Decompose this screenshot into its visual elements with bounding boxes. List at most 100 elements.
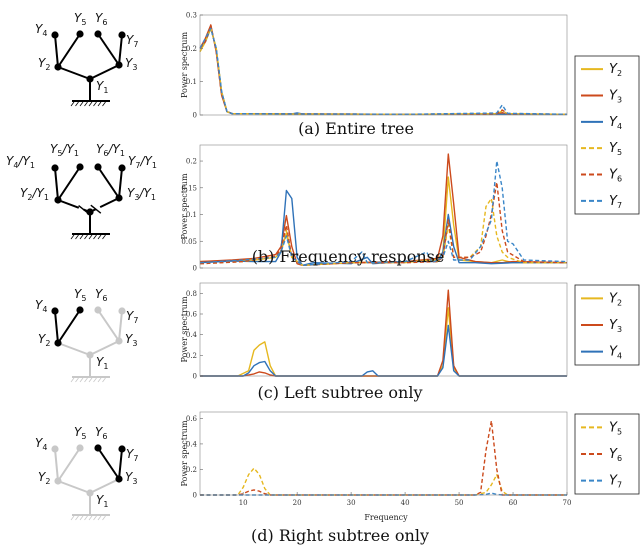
node-label-y4: Y4: [35, 298, 47, 314]
y-tick-label: 0.4: [186, 440, 198, 448]
plot-3: 0 0.2 0.4 0.6 10 20 30 40 50 60 70 Power spectrum: [180, 411, 571, 507]
series-line-y4-1: [199, 189, 567, 266]
y-tick-label: 0.1: [186, 211, 197, 219]
tree-node-y5: [76, 30, 84, 38]
tree-edge: [57, 66, 91, 80]
node-label-y3: Y3: [125, 332, 137, 348]
tree-edge: [118, 34, 123, 66]
x-tick-label: 60: [509, 499, 518, 507]
tree-edge: [57, 480, 91, 494]
tree-node-y3: [115, 61, 123, 69]
tree-2: Y1 Y2 Y3 Y4 Y5 Y6 Y7: [35, 287, 138, 383]
ground-hatch: [102, 101, 106, 107]
node-label-y7: Y7: [126, 447, 138, 463]
legend-label-y3: Y3: [609, 318, 622, 334]
y-axis-label: Power spectrum: [180, 420, 189, 486]
tree-node-y1: [86, 489, 94, 497]
plot-1: 0 0.05 0.1 0.15 0.2 Power spectrum: [180, 144, 568, 273]
legend-label-y6: Y6: [609, 447, 622, 463]
node-label-y7: Y7: [126, 33, 138, 49]
series-line-y6-0: [199, 24, 568, 115]
legends: Y2 Y3 Y4 Y5 Y6 Y7 Y2 Y3 Y4 Y5 Y6 Y7: [574, 55, 640, 495]
node-label-y3: Y3: [125, 56, 137, 72]
node-label-y2: Y2: [38, 56, 50, 72]
y-tick-label: 0.2: [186, 352, 197, 360]
legend-label-y6: Y6: [609, 168, 622, 184]
tree-node-y4: [51, 164, 59, 172]
tree-node-y3: [115, 337, 123, 345]
node-label-y5: Y5/Y1: [50, 142, 79, 158]
tree-edge: [57, 199, 80, 209]
x-tick-label: 40: [401, 499, 410, 507]
ground-hatch: [75, 515, 79, 521]
y-axis-label: Power spectrum: [180, 296, 189, 362]
node-label-y4: Y4: [35, 22, 47, 38]
tree-node-y7: [118, 445, 126, 453]
tree-node-y6: [94, 444, 102, 452]
legend-box: [574, 55, 640, 215]
y-tick-label: 0.8: [186, 290, 197, 298]
node-label-y6: Y6: [95, 287, 107, 303]
tree-node-y1: [86, 75, 94, 83]
series-line-y7-1: [199, 160, 568, 266]
series-line-y6-3: [200, 420, 567, 496]
tree-edge: [54, 34, 59, 68]
tree-node-y5: [76, 163, 84, 171]
tree-node-y7: [118, 31, 126, 39]
x-axis-label: Frequency: [364, 513, 408, 522]
ground-hatch: [88, 101, 93, 107]
ground-hatch: [84, 101, 88, 107]
ground-hatch: [79, 234, 84, 240]
tree-edge: [57, 33, 81, 68]
ground-hatch: [79, 515, 84, 521]
ground-hatch: [93, 234, 97, 240]
ground-hatch: [79, 101, 84, 107]
ground-hatch: [75, 377, 79, 383]
tree-node-y3: [115, 475, 123, 483]
tree-node-y2: [54, 339, 62, 347]
y-tick-label: 0.05: [181, 238, 197, 246]
legend-label-y3: Y3: [609, 89, 622, 105]
tree-node-y4: [51, 445, 59, 453]
ground-hatch: [88, 377, 93, 383]
y-tick-label: 0: [193, 373, 197, 381]
caption-c: (c) Left subtree only: [257, 383, 422, 402]
legend-label-y7: Y7: [609, 474, 622, 490]
legend-2: Y5 Y6 Y7: [574, 413, 640, 495]
node-label-y4: Y4: [35, 436, 47, 452]
tree-node-y6: [94, 306, 102, 314]
x-tick-label: 50: [455, 499, 464, 507]
ground-hatch: [70, 515, 75, 521]
ground-hatch: [102, 515, 106, 521]
node-label-y1: Y1: [96, 355, 108, 371]
tree-edge: [97, 166, 120, 199]
legend-label-y4: Y4: [609, 345, 622, 361]
y-tick-label: 0: [193, 492, 197, 500]
tree-edge: [54, 167, 59, 201]
plot-frame: [199, 411, 568, 496]
y-tick-label: 0.4: [186, 331, 198, 339]
node-label-y2: Y2: [38, 332, 50, 348]
legend-label-y2: Y2: [609, 62, 622, 78]
y-tick-label: 0.2: [186, 158, 197, 166]
node-label-y3: Y3/Y1: [127, 186, 156, 202]
ground-hatch: [88, 515, 93, 521]
plot-0: 0 0.1 0.2 0.3 Power spectrum: [180, 12, 568, 120]
node-label-y5: Y5: [74, 425, 86, 441]
y-tick-label: 0.15: [181, 184, 197, 192]
y-tick-label: 0.2: [186, 45, 197, 53]
ground-hatch: [102, 377, 106, 383]
series-line-y4-2: [200, 324, 567, 377]
x-tick-label: 20: [293, 499, 302, 507]
y-tick-label: 0.6: [186, 311, 198, 319]
tree-edge: [54, 448, 59, 482]
tree-edge: [97, 309, 120, 342]
legend-label-y5: Y5: [609, 420, 622, 436]
series-line-y7-0: [199, 27, 568, 115]
legend-0: Y2 Y3 Y4 Y5 Y6 Y7: [574, 55, 640, 215]
y-tick-label: 0.6: [186, 415, 198, 423]
ground-hatch: [70, 377, 75, 383]
